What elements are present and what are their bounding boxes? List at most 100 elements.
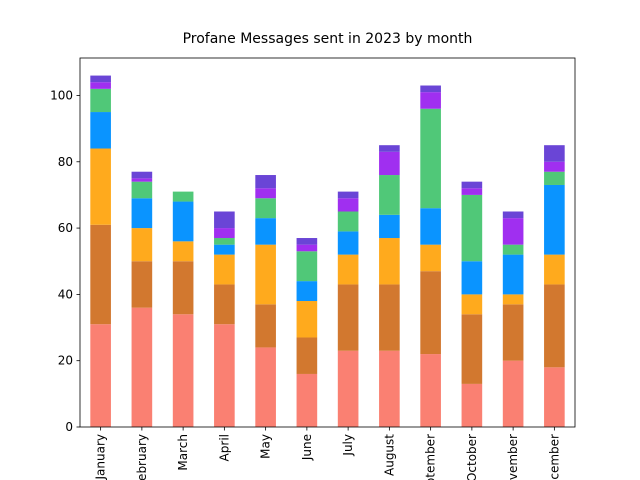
bar-segment [379,175,400,215]
bar-segment [379,238,400,285]
bar-segment [379,350,400,427]
bar-segment [296,244,318,252]
bar-segment [90,324,111,427]
bar-segment [420,85,441,93]
bar-segment [296,301,318,338]
x-tick-label: January [94,434,108,480]
bar-segment [379,151,400,176]
bar-segment [90,82,111,89]
x-tick-label: June [300,434,314,461]
bar-segment [172,314,194,427]
bar-segment [502,360,524,427]
bar-segment [296,281,318,302]
bar-segment [131,178,153,182]
bar-segment [337,211,359,232]
bar-segment [337,350,359,427]
bar-segment [337,198,359,212]
bar-segment [502,304,524,361]
bar-segment [420,92,441,109]
bar-segment [379,284,400,351]
bar-segment [296,373,318,427]
bar-segment [544,367,565,427]
bar-segment [544,161,565,172]
y-tick-label: 40 [58,287,73,301]
bar-segment [214,211,235,229]
bar-segment [420,354,441,427]
bar-segment [214,254,235,285]
plot-frame [79,57,576,428]
bar-segment [337,284,359,351]
bar-segment [502,254,524,295]
bar-segment [461,181,483,189]
bar-segment [131,181,153,199]
bar-segment [379,214,400,239]
bar-segment [461,383,483,427]
bar-segment [90,224,111,325]
bar-segment [461,294,483,315]
bar-segment [461,194,483,262]
bar-segment [379,145,400,152]
bar-segment [544,184,565,255]
bar-segment [296,337,318,374]
bar-segment [90,88,111,113]
bar-segment [502,294,524,305]
x-tick-label: February [135,434,149,480]
y-tick-label: 100 [50,88,73,102]
bar-segment [296,238,318,245]
bar-segment [255,304,276,348]
bar-segment [90,75,111,83]
bar-segment [420,271,441,355]
x-tick-label: October [465,434,479,480]
bar-segment [131,307,153,427]
chart-title: Profane Messages sent in 2023 by month [183,31,473,47]
y-tick-label: 0 [65,420,73,434]
bar-segment [502,244,524,255]
x-tick-label: December [547,434,561,480]
bar-segment [337,231,359,255]
bar-segment [544,284,565,368]
x-tick-label: July [341,434,355,457]
bar-segment [131,261,153,308]
bar-segment [420,244,441,272]
bar-segment [544,254,565,285]
bar-segment [214,324,235,427]
x-tick-label: March [176,434,190,471]
bar-segment [90,148,111,225]
bar-segment [90,112,111,149]
bar-segment [255,218,276,245]
bar-segment [172,201,194,242]
bar-segment [214,228,235,239]
bar-segment [172,191,194,202]
x-tick-label: April [217,434,231,461]
bar-segment [214,238,235,245]
y-tick-label: 80 [58,155,73,169]
bar-segment [461,261,483,295]
x-tick-label: November [506,434,520,480]
bar-segment [502,211,524,219]
bar-segment [544,171,565,185]
bar-segment [420,208,441,245]
bar-segment [214,244,235,255]
bar-segment [337,191,359,199]
bar-segment [544,145,565,162]
x-tick-label: September [424,434,438,480]
y-tick-label: 60 [58,221,73,235]
bar-segment [420,108,441,209]
bar-segment [255,244,276,305]
bar-segment [255,198,276,219]
bar-segment [255,175,276,189]
bar-segment [131,171,153,179]
y-tick-label: 20 [58,354,73,368]
bar-segment [214,284,235,325]
bar-segment [172,241,194,262]
bar-segment [461,188,483,195]
bar-segment [131,198,153,229]
bar-segment [172,261,194,315]
bar-segment [502,218,524,245]
bar-segment [255,188,276,199]
bar-segment [255,347,276,427]
x-tick-label: May [259,434,273,459]
bar-segment [131,228,153,262]
bar-segment [461,314,483,384]
